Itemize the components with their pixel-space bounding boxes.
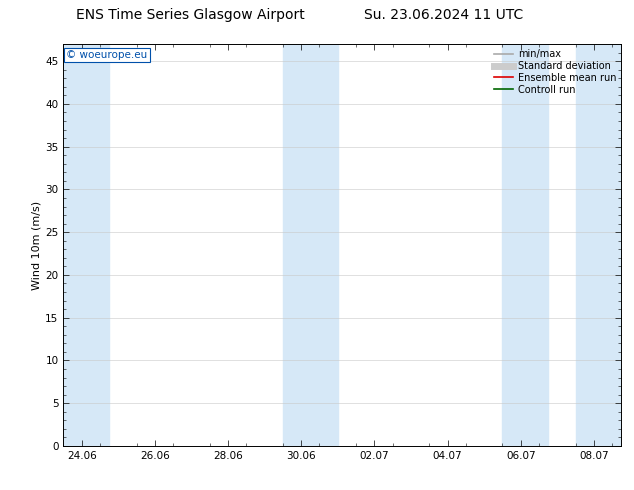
Bar [576, 44, 621, 446]
Bar [502, 44, 548, 446]
Y-axis label: Wind 10m (m/s): Wind 10m (m/s) [31, 200, 41, 290]
Bar [63, 44, 109, 446]
Text: Su. 23.06.2024 11 UTC: Su. 23.06.2024 11 UTC [364, 8, 524, 22]
Legend: min/max, Standard deviation, Ensemble mean run, Controll run: min/max, Standard deviation, Ensemble me… [494, 49, 616, 95]
Bar [283, 44, 338, 446]
Text: ENS Time Series Glasgow Airport: ENS Time Series Glasgow Airport [76, 8, 304, 22]
Text: © woeurope.eu: © woeurope.eu [66, 50, 148, 60]
